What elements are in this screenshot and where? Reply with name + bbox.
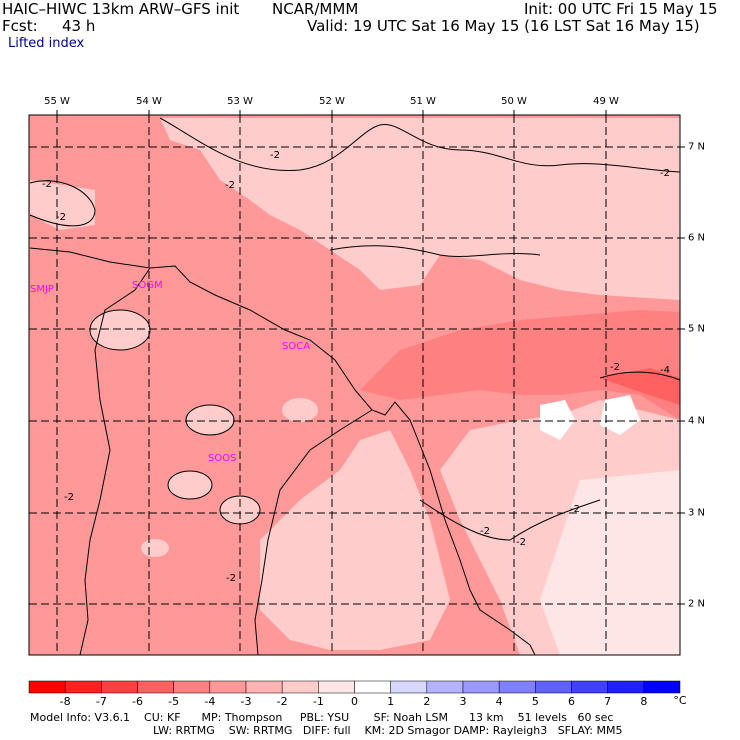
init-time: Init: 00 UTC Fri 15 May 15 <box>524 0 718 18</box>
lat-label-7n: 7 N <box>688 141 706 153</box>
field-positive-spot-1 <box>540 400 575 440</box>
station-sogm: SOGM <box>132 280 163 291</box>
patch-5 <box>141 539 169 557</box>
field-light-north-2 <box>210 118 370 170</box>
station-group: SMJP SOGM SOCA SOOS <box>30 280 310 464</box>
contours <box>29 117 681 541</box>
lat-label-4n: 4 N <box>688 415 706 427</box>
contour-label: -2 <box>64 492 74 503</box>
contour-label: -2 <box>42 179 52 190</box>
lon-label-50w: 50 W <box>501 96 527 107</box>
contour-patch-1 <box>89 309 151 351</box>
patch-2 <box>186 405 234 435</box>
colorbar-unit: °C <box>673 694 687 707</box>
contour-southeast <box>419 499 601 541</box>
contour-label: -2 <box>516 537 526 548</box>
patch-1 <box>90 310 150 350</box>
contour-patch-2 <box>185 404 235 436</box>
lon-label-55w: 55 W <box>44 96 70 107</box>
contour-patch-3 <box>167 470 213 500</box>
contour-label: -2 <box>610 362 620 373</box>
lat-label-6n: 6 N <box>688 232 706 244</box>
contour-label: -2 <box>660 168 670 179</box>
forecast-hour: 43 h <box>62 17 96 35</box>
patch-3 <box>168 471 212 499</box>
station-soos: SOOS <box>208 453 236 464</box>
contour-mid <box>329 245 541 257</box>
model-info-line2: LW: RRTMG SW: RRTMG DIFF: full KM: 2D Sm… <box>153 724 623 737</box>
graticule <box>29 115 680 655</box>
contour-label: -2 <box>226 573 236 584</box>
station-smjp: SMJP <box>30 284 54 295</box>
valid-time: Valid: 19 UTC Sat 16 May 15 (16 LST Sat … <box>307 17 700 35</box>
model-title: HAIC–HIWC 13km ARW–GFS init <box>2 0 240 18</box>
map-frame <box>28 114 681 656</box>
contour-label: -2 <box>480 526 490 537</box>
field-light-south <box>260 430 450 650</box>
field-dark-band <box>360 310 680 420</box>
contour-label: -2 <box>56 212 66 223</box>
field-name: Lifted index <box>8 36 85 51</box>
coastlines <box>29 247 536 656</box>
field-near-zero-south <box>540 470 680 655</box>
lat-label-5n: 5 N <box>688 323 706 335</box>
contour-label: -4 <box>660 365 670 376</box>
contour-label: -2 <box>225 180 235 191</box>
contour-label: -2 <box>270 150 280 161</box>
patch-6 <box>282 398 318 422</box>
contour-minus4 <box>599 371 681 381</box>
axis-ticks <box>56 110 685 605</box>
map-fill <box>29 115 680 655</box>
institution-label: NCAR/MMM <box>272 0 359 18</box>
lat-label-3n: 3 N <box>688 507 706 519</box>
contour-west <box>29 180 96 227</box>
field-min-core <box>600 368 680 405</box>
patch-4 <box>220 496 260 524</box>
lon-label-53w: 53 W <box>227 96 253 107</box>
field-positive-spot-2 <box>600 395 640 435</box>
station-soca: SOCA <box>282 341 310 352</box>
lon-label-49w: 49 W <box>593 96 619 107</box>
lon-label-51w: 51 W <box>410 96 436 107</box>
lon-label-54w: 54 W <box>136 96 162 107</box>
lon-label-52w: 52 W <box>319 96 345 107</box>
lat-label-2n: 2 N <box>688 598 706 610</box>
model-info-line1: Model Info: V3.6.1 CU: KF MP: Thompson P… <box>30 711 614 724</box>
contour-label: -2 <box>570 504 580 515</box>
field-light-west <box>30 180 95 230</box>
contour-label-group: -2 -2 -2 -2 -2 -2 -2 -2 -2 -2 -2 -4 <box>42 150 670 584</box>
border-guyane-brazil <box>254 409 373 656</box>
contour-north <box>159 117 681 173</box>
forecast-label: Fcst: <box>2 17 38 35</box>
coastline <box>29 247 536 656</box>
border-suriname-guyane <box>79 267 151 656</box>
